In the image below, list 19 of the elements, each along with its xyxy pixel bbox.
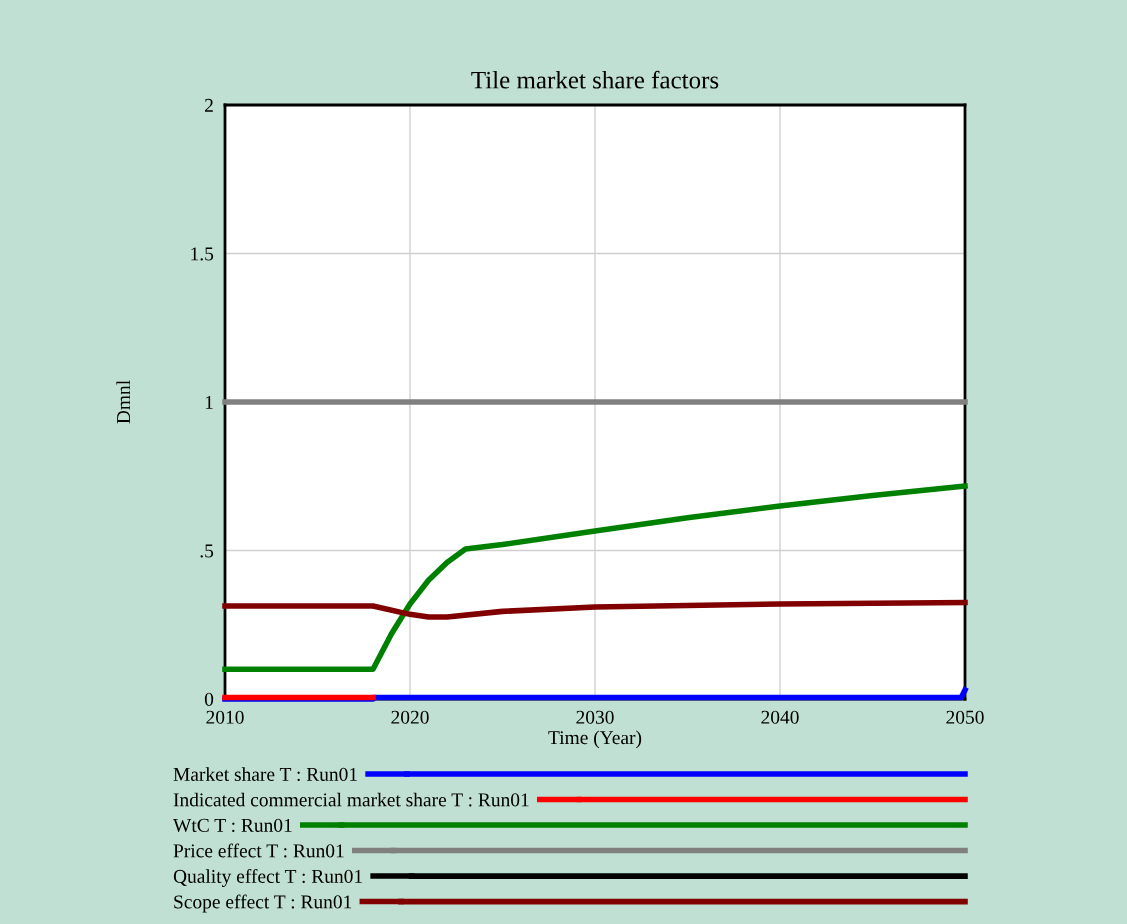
y-tick-label: 1.5 <box>191 247 214 261</box>
y-tick-label: .5 <box>200 544 214 558</box>
legend-label: WtC T : Run01 <box>173 818 292 833</box>
legend-label: Market share T : Run01 <box>173 767 357 782</box>
legend-label: Quality effect T : Run01 <box>173 869 362 887</box>
x-tick-label: 2020 <box>391 710 429 724</box>
x-tick-label: 2010 <box>206 710 244 724</box>
y-axis-title: Dmnl <box>116 380 130 424</box>
x-tick-label: 2050 <box>946 710 984 724</box>
legend-label: Indicated commercial market share T : Run01 <box>173 792 529 807</box>
y-tick-label: 2 <box>205 98 213 112</box>
y-tick-label: 1 <box>205 395 213 409</box>
legend-label: Price effect T : Run01 <box>173 843 344 858</box>
x-axis-title: Time (Year) <box>548 730 642 749</box>
x-tick-label: 2030 <box>576 710 614 724</box>
chart-title: Tile market share factors <box>471 70 719 89</box>
y-tick-label: 0 <box>204 692 214 706</box>
x-tick-label: 2040 <box>761 710 799 724</box>
legend-label: Scope effect T : Run01 <box>174 894 352 913</box>
